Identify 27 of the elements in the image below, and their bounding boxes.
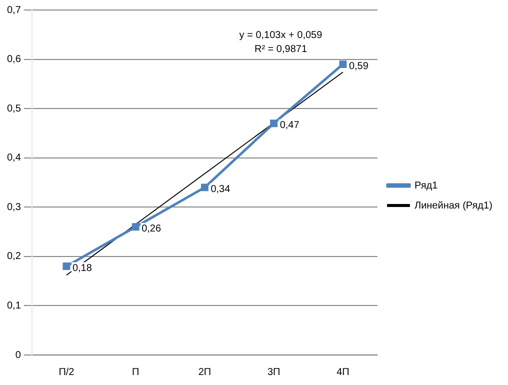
y-tick-label: 0,3	[6, 202, 22, 213]
point	[270, 120, 278, 128]
point	[62, 262, 70, 270]
x-tick-label: П/2	[58, 366, 75, 378]
data-label: 0,47	[280, 120, 300, 132]
x-tick-label: 2П	[198, 366, 212, 378]
y-tick-label: 0,1	[6, 300, 22, 312]
data-label: 0,18	[72, 263, 92, 274]
y-tick-label: 0,5	[6, 103, 22, 114]
annotation: R² = 0,9871	[254, 44, 308, 55]
legend-label: Ряд1	[414, 180, 438, 192]
data-label: 0,26	[142, 224, 162, 235]
data-label: 0,59	[348, 60, 369, 72]
annotation: y = 0,103x + 0,059	[239, 30, 323, 41]
y-tick-label: 0,7	[6, 4, 22, 16]
point	[200, 184, 208, 192]
x-tick-label: 4П	[336, 366, 350, 378]
point	[339, 60, 347, 68]
x-tick-label: П	[132, 366, 140, 378]
data-label: 0,34	[210, 184, 231, 196]
x-tick-label: 3П	[267, 366, 280, 378]
point	[132, 223, 140, 231]
y-tick-label: 0,4	[6, 152, 22, 164]
y-tick-label: 0	[15, 350, 22, 361]
legend-label: Линейная (Ряд1)	[414, 200, 492, 212]
y-tick-label: 0,2	[6, 251, 22, 262]
y-tick-label: 0,6	[6, 54, 22, 66]
